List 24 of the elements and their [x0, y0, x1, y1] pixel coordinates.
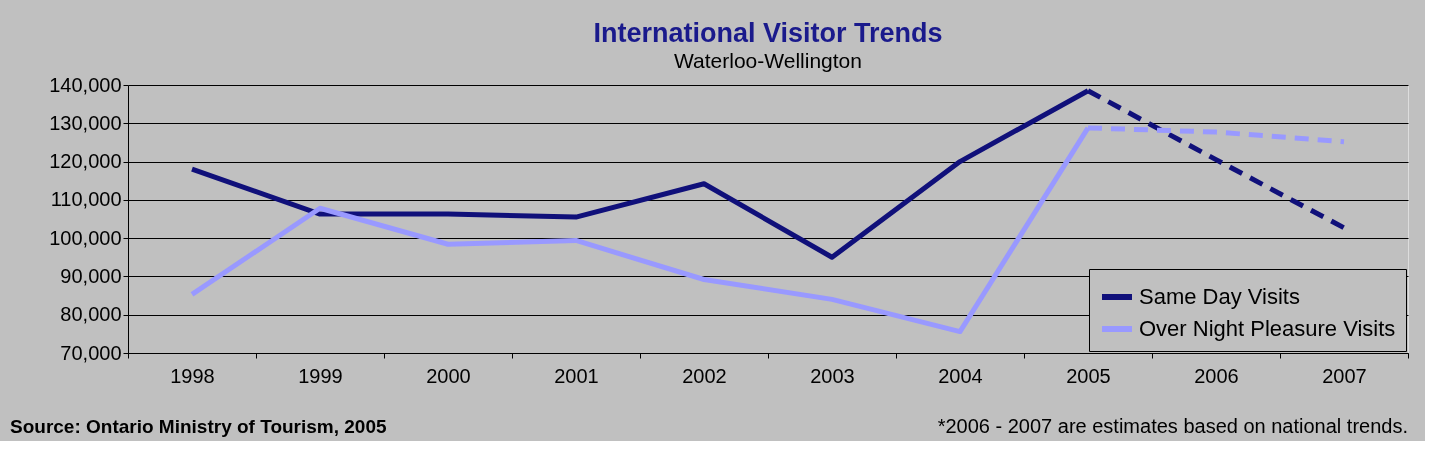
text: *2006 - 2007 are estimates based on national trends. — [937, 415, 1408, 437]
chart-subtitle: Waterloo-Wellington — [674, 49, 862, 72]
y-tick-label: 110,000 — [50, 188, 122, 211]
x-tick-label: 2005 — [1066, 364, 1111, 387]
y-tick-label: 100,000 — [49, 226, 122, 249]
legend-label: Over Night Pleasure Visits — [1139, 316, 1396, 341]
chart-title: International Visitor Trends — [593, 18, 943, 48]
y-tick-label: 130,000 — [49, 111, 122, 134]
x-tick-label: 2006 — [1194, 364, 1239, 387]
legend-label: Same Day Visits — [1139, 284, 1300, 309]
x-tick-label: 2000 — [426, 364, 471, 387]
x-tick-label: 2003 — [810, 364, 855, 387]
y-tick-label: 70,000 — [60, 341, 122, 364]
x-tick-label: 2007 — [1322, 364, 1367, 387]
x-tick-label: 2001 — [554, 364, 599, 387]
x-tick-label: 2004 — [938, 364, 983, 387]
y-tick-label: 140,000 — [49, 73, 122, 96]
x-tick-label: 2002 — [682, 364, 727, 387]
x-tick-label: 1998 — [170, 364, 215, 387]
y-tick-label: 80,000 — [60, 303, 122, 326]
y-tick-label: 120,000 — [49, 150, 122, 173]
x-tick-label: 1999 — [298, 364, 343, 387]
source-note: Source: Ontario Ministry of Tourism, 2005 — [10, 416, 387, 437]
y-tick-label: 90,000 — [60, 264, 122, 287]
